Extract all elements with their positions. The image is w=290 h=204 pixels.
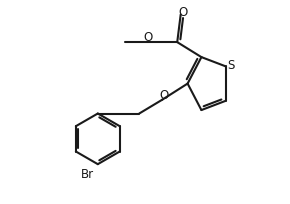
- Text: O: O: [160, 89, 169, 102]
- Text: O: O: [144, 31, 153, 44]
- Text: Br: Br: [81, 167, 94, 181]
- Text: S: S: [228, 59, 235, 72]
- Text: O: O: [178, 6, 188, 19]
